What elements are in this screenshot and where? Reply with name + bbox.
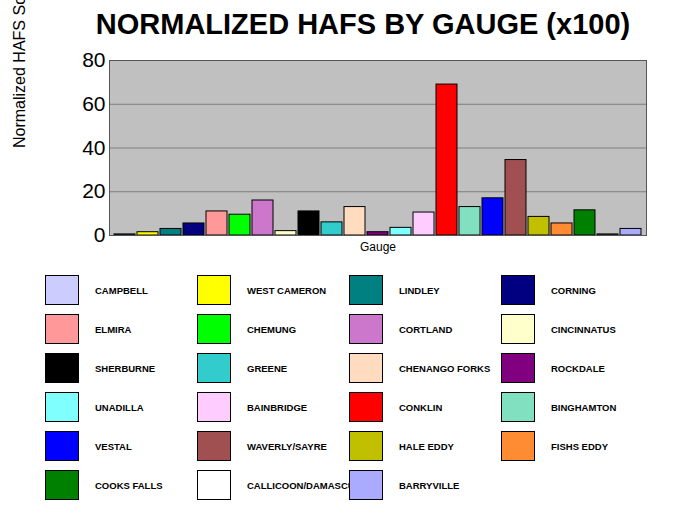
- html-text:NORMALIZED HAFS BY GAUGE (x100: NORMALIZED HAFS BY GAUGE (x100): [95, 8, 631, 40]
- html-text:CHEMUNG: CHEMUNG: [247, 323, 297, 335]
- svg-text:0: 0: [94, 223, 106, 246]
- html-text:CHENANGO FORKS: CHENANGO FORKS: [399, 362, 491, 374]
- html-text:CONKLIN: CONKLIN: [399, 401, 443, 413]
- svg-text:80: 80: [82, 48, 105, 71]
- html-text:VESTAL: VESTAL: [95, 440, 132, 452]
- html-text:HALE EDDY: HALE EDDY: [399, 440, 454, 452]
- html-text:BAINBRIDGE: BAINBRIDGE: [247, 401, 308, 413]
- html-text:COOKS FALLS: COOKS FALLS: [95, 479, 163, 491]
- html-text:WAVERLY/SAYRE: WAVERLY/SAYRE: [247, 440, 327, 452]
- svg-text:40: 40: [82, 136, 105, 159]
- html-text:WEST CAMERON: WEST CAMERON: [247, 284, 327, 296]
- html-text:LINDLEY: LINDLEY: [399, 284, 440, 296]
- svg-text:20: 20: [82, 179, 105, 202]
- html-text:BARRYVILLE: BARRYVILLE: [399, 479, 460, 491]
- html-text:SHERBURNE: SHERBURNE: [95, 362, 156, 374]
- svg-text:Gauge: Gauge: [360, 240, 396, 254]
- html-text:CAMPBELL: CAMPBELL: [95, 284, 148, 296]
- html-text:CINCINNATUS: CINCINNATUS: [551, 323, 616, 335]
- html-text:ELMIRA: ELMIRA: [95, 323, 132, 335]
- html-text:CALLICOON/DAMASCUS: CALLICOON/DAMASCUS: [247, 479, 361, 491]
- html-text:BINGHAMTON: BINGHAMTON: [551, 401, 617, 413]
- html-text:CORTLAND: CORTLAND: [399, 323, 453, 335]
- html-text:CORNING: CORNING: [551, 284, 596, 296]
- html-text:FISHS EDDY: FISHS EDDY: [551, 440, 608, 452]
- html-text:ROCKDALE: ROCKDALE: [551, 362, 605, 374]
- svg-text:60: 60: [82, 92, 105, 115]
- html-text:UNADILLA: UNADILLA: [95, 401, 144, 413]
- svg-text:Normalized HAFS Score: Normalized HAFS Score: [11, 0, 28, 148]
- html-text:GREENE: GREENE: [247, 362, 288, 374]
